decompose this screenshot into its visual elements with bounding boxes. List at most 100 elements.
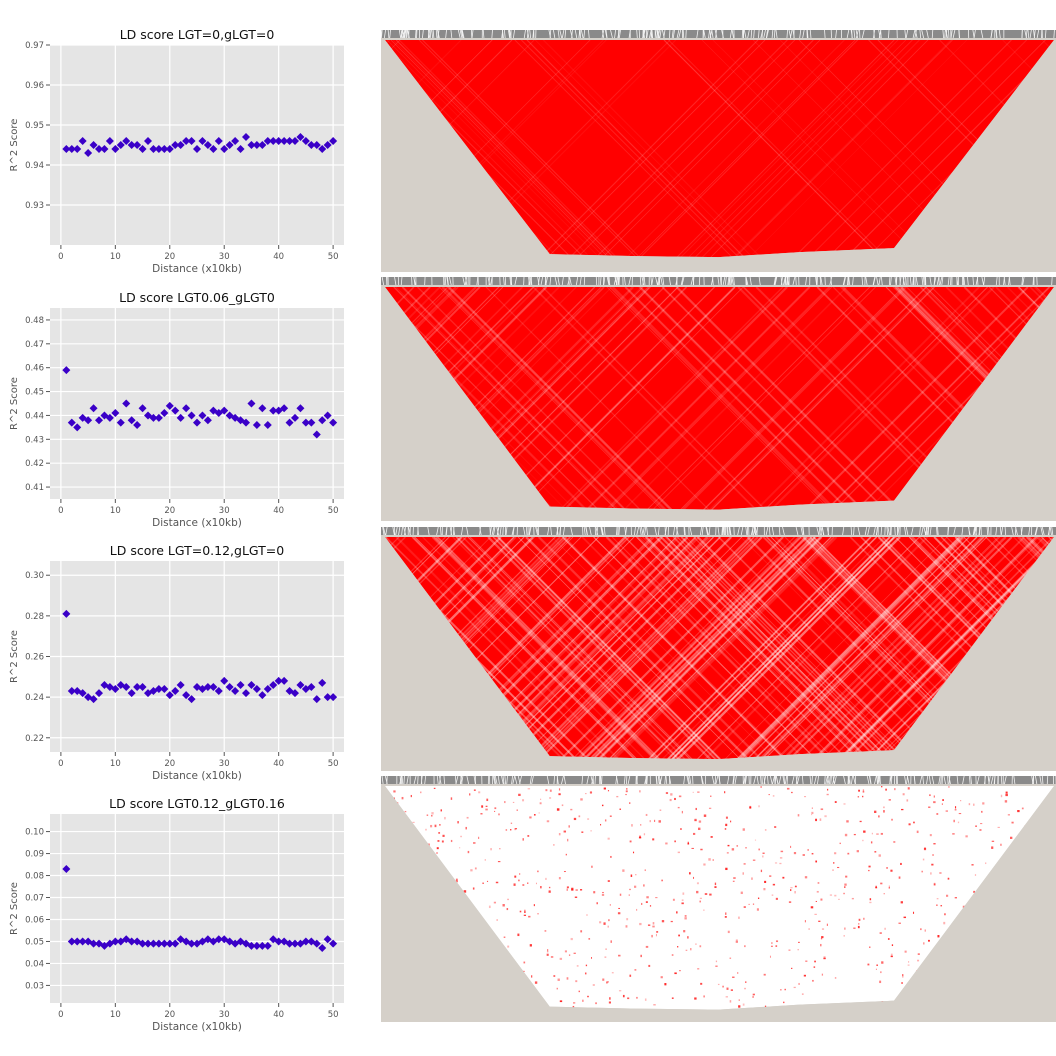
ld-speck [804, 920, 806, 923]
ld-speck [853, 833, 856, 836]
ld-speck [793, 986, 796, 989]
ld-streak [385, 40, 401, 258]
ld-speck [962, 905, 966, 908]
ld-speck [887, 938, 890, 940]
ld-speck [514, 875, 517, 878]
ld-streak [590, 287, 934, 510]
ld-speck [752, 995, 754, 998]
snp-marker [642, 30, 646, 39]
ld-speck [558, 788, 561, 791]
ld-speck [630, 874, 633, 877]
ld-speck [627, 997, 630, 1000]
ld-speck [649, 820, 651, 823]
snp-marker [995, 277, 998, 286]
data-point [236, 680, 245, 689]
snp-marker [493, 776, 497, 785]
ld-streak [385, 537, 515, 760]
ld-speck [474, 867, 477, 870]
snp-marker [553, 30, 556, 39]
ld-streak [1037, 537, 1054, 760]
ld-speck [589, 791, 593, 794]
ld-speck [672, 898, 675, 901]
data-point [67, 418, 76, 427]
data-point [301, 137, 310, 145]
data-point [209, 682, 218, 691]
ld-speck [916, 830, 919, 834]
snp-marker [929, 527, 932, 536]
snp-marker [873, 30, 875, 39]
ld-streak [385, 287, 535, 510]
ld-speck [1009, 889, 1011, 891]
ld-streak [676, 537, 1020, 760]
snp-marker [919, 30, 922, 39]
snp-marker [1029, 30, 1032, 39]
ld-speck [422, 851, 425, 853]
ld-speck [937, 935, 940, 938]
data-point [307, 418, 316, 427]
snp-marker [805, 277, 807, 286]
snp-marker [651, 30, 654, 39]
ld-streak [418, 40, 759, 258]
ld-streak [706, 40, 1046, 258]
snp-marker [589, 527, 592, 536]
ld-streak [894, 287, 1054, 510]
data-point [214, 137, 223, 145]
ld-speck [692, 832, 696, 835]
y-axis-label: R^2 Score [9, 630, 20, 683]
snp-marker [728, 527, 731, 536]
ld-streak [448, 40, 788, 258]
ld-speck [874, 851, 877, 853]
snp-marker [646, 527, 648, 536]
ld-speck [439, 999, 441, 1002]
snp-marker [473, 776, 476, 785]
snp-marker [850, 527, 853, 536]
ld-speck [814, 913, 817, 915]
snp-marker [743, 30, 747, 39]
snp-marker [437, 30, 440, 39]
snp-marker [990, 776, 994, 785]
ld-speck [798, 941, 800, 943]
snp-marker [508, 30, 511, 39]
ld-speck [992, 960, 996, 962]
ld-speck [958, 813, 962, 815]
snp-marker [926, 30, 929, 39]
ld-streak [634, 537, 978, 760]
snp-marker [610, 30, 613, 39]
x-tick-label: 20 [164, 506, 175, 516]
ld-speck [862, 839, 864, 842]
ld-streak [542, 40, 883, 258]
snp-marker [774, 277, 778, 286]
ld-speck [839, 842, 841, 845]
snp-marker [758, 30, 760, 39]
ld-speck [886, 867, 888, 869]
ld-speck [862, 789, 865, 791]
snp-marker [936, 277, 940, 286]
ld-streak [657, 537, 1001, 760]
snp-marker [644, 776, 647, 785]
ld-speck [971, 946, 974, 949]
ld-speck [997, 1004, 1000, 1007]
snp-marker [528, 527, 531, 536]
ld-streak [900, 287, 1054, 510]
data-point [252, 685, 261, 694]
ld-streak [617, 537, 961, 760]
snp-marker [413, 277, 416, 286]
data-point [95, 416, 103, 425]
snp-marker [569, 277, 572, 286]
data-point [318, 944, 327, 953]
data-point [149, 413, 158, 422]
ld-streak [580, 40, 920, 258]
ld-speck [507, 945, 510, 948]
data-point [100, 145, 109, 153]
ld-speck [735, 940, 738, 943]
x-tick-label: 30 [219, 1010, 230, 1020]
ld-speck [991, 973, 994, 975]
ld-speck [469, 793, 471, 796]
snp-marker [756, 776, 759, 785]
ld-speck [640, 954, 642, 958]
snp-marker [686, 776, 690, 785]
ld-speck [655, 897, 658, 899]
ld-streak [581, 537, 925, 760]
ld-streak [385, 40, 535, 258]
